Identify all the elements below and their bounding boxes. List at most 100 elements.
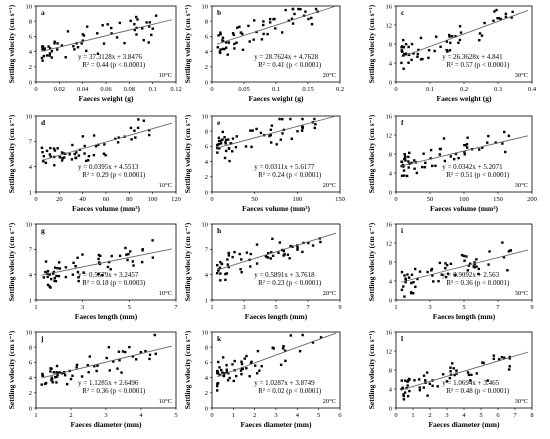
data-point [53,266,57,269]
y-tick-label: 10 [26,221,33,228]
data-point [223,136,226,139]
regression-equation: y = 0.5579x + 3.2457 [78,271,139,279]
regression-r2: R² = 0.51 (p < 0.0001) [446,171,510,179]
data-point [219,139,223,142]
regression-equation: y = 37.3128x + 3.8476 [78,53,142,61]
y-axis-label: Settling velocity (cm s⁻¹) [367,114,376,193]
x-tick-label: 0 [394,86,397,93]
data-point [255,30,258,34]
data-point [467,264,471,267]
data-point [217,34,220,37]
data-point [41,45,45,48]
data-point [422,152,425,155]
x-tick-label: 100 [459,196,469,203]
data-point [510,16,513,19]
y-tick-label: 16 [386,3,393,10]
data-point [252,38,255,41]
data-point [56,147,59,150]
x-tick-label: 0 [210,86,213,93]
data-point [302,14,306,17]
data-point [262,23,265,27]
data-point [248,375,251,378]
data-point [502,256,506,259]
data-point [56,373,59,376]
data-point [227,254,231,257]
x-tick-label: 150 [493,196,503,203]
data-point [466,371,470,374]
data-point [289,334,292,337]
data-point [423,165,427,169]
data-point [217,143,221,146]
data-point [255,262,259,265]
y-tick-label: 10 [202,113,209,120]
y-tick-label: 1 [205,297,208,304]
panel-letter: e [217,118,221,127]
data-point [68,153,71,156]
data-point [44,270,47,274]
x-tick-label: 3 [104,412,107,419]
regression-equation: y = 1.0287x + 3.8749 [254,379,315,387]
data-point [55,274,58,278]
data-point [92,134,96,137]
data-point [268,17,272,21]
regression-r2: R² = 0.57 (p < 0.0001) [446,61,510,69]
y-tick-label: 8 [389,41,392,48]
data-point [298,349,302,353]
data-point [416,277,419,281]
data-point [141,249,144,252]
data-point [504,12,508,16]
data-point [454,273,457,277]
y-tick-label: 4 [29,375,33,382]
data-point [432,280,435,283]
data-point [293,12,296,16]
data-point [82,271,85,274]
panel-letter: b [217,8,221,17]
data-point [430,269,433,272]
data-point [116,367,119,370]
data-point [438,153,441,156]
data-point [46,269,50,273]
data-point [44,161,48,165]
data-point [154,14,158,17]
y-tick-label: 6 [205,144,209,151]
data-point [403,295,406,298]
data-point [296,246,299,249]
data-point [475,258,478,261]
y-tick-label: 0 [389,189,392,196]
regression-line [41,248,172,276]
data-point [227,147,231,150]
regression-line [216,232,337,271]
data-point [402,38,405,42]
x-tick-label: 0.04 [77,86,89,93]
data-point [477,148,481,151]
data-point [40,383,43,386]
data-point [481,361,484,364]
data-point [101,274,104,277]
data-point [42,54,46,58]
data-point [148,133,151,137]
data-point [446,272,450,275]
x-tick-label: 0.2 [460,86,468,93]
data-point [40,56,44,60]
data-point [487,134,490,138]
data-point [47,45,50,48]
data-point [269,128,273,132]
x-tick-label: 0.08 [124,86,135,93]
temperature-label: 30°C [515,398,528,405]
x-tick-label: 0.12 [170,86,181,93]
data-point [131,355,135,358]
data-point [407,166,410,169]
data-point [425,371,429,374]
data-point [240,258,243,261]
data-point [225,364,228,367]
data-point [281,117,284,121]
data-point [240,362,244,366]
data-point [463,143,466,147]
data-point [102,152,106,155]
panel-letter: f [401,118,404,127]
x-tick-label: 0.05 [238,86,249,93]
x-tick-label: 7 [306,304,310,311]
data-point [220,368,223,372]
data-point [473,266,476,269]
data-point [412,52,415,55]
